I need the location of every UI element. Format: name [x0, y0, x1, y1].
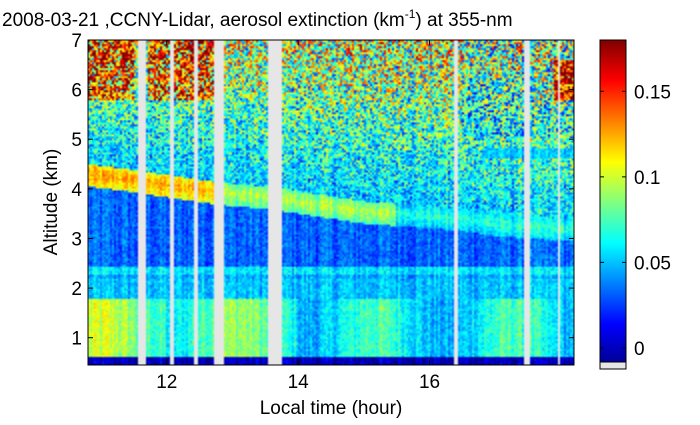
chart-title-prefix: 2008-03-21 ,CCNY-Lidar, aerosol extincti…	[2, 10, 405, 31]
chart-title-sup: -1	[405, 7, 416, 21]
y-tick-label: 4	[71, 180, 82, 201]
x-tick-label: 16	[419, 372, 440, 393]
colorbar-tick-label: 0.15	[634, 82, 671, 103]
x-tick-label: 12	[156, 372, 177, 393]
x-axis-label: Local time (hour)	[260, 398, 403, 419]
heatmap-image	[88, 40, 574, 365]
plot-frame	[87, 39, 575, 366]
colorbar-tick-label: 0	[634, 339, 645, 360]
y-tick-label: 3	[71, 229, 82, 250]
y-tick-label: 6	[71, 81, 82, 102]
y-axis-label: Altitude (km)	[41, 149, 62, 256]
y-tick-label: 1	[71, 329, 82, 350]
colorbar-bottom-swatch	[599, 361, 627, 370]
chart-title-suffix: ) at 355-nm	[415, 10, 512, 31]
colorbar-axis: 0 0.05 0.1 0.15	[600, 82, 671, 360]
y-tick-label: 5	[71, 130, 82, 151]
y-tick-label: 7	[71, 31, 82, 52]
colorbar	[599, 39, 627, 366]
colorbar-tick-label: 0.05	[634, 253, 671, 274]
heatmap-area	[88, 40, 574, 365]
x-axis: 12 14 16	[156, 40, 440, 393]
y-axis: 1 2 3 4 5 6 7	[71, 31, 574, 350]
chart-title: 2008-03-21 ,CCNY-Lidar, aerosol extincti…	[2, 7, 513, 31]
colorbar-tick-label: 0.1	[634, 168, 660, 189]
y-tick-label: 2	[71, 279, 82, 300]
x-tick-label: 14	[288, 372, 310, 393]
